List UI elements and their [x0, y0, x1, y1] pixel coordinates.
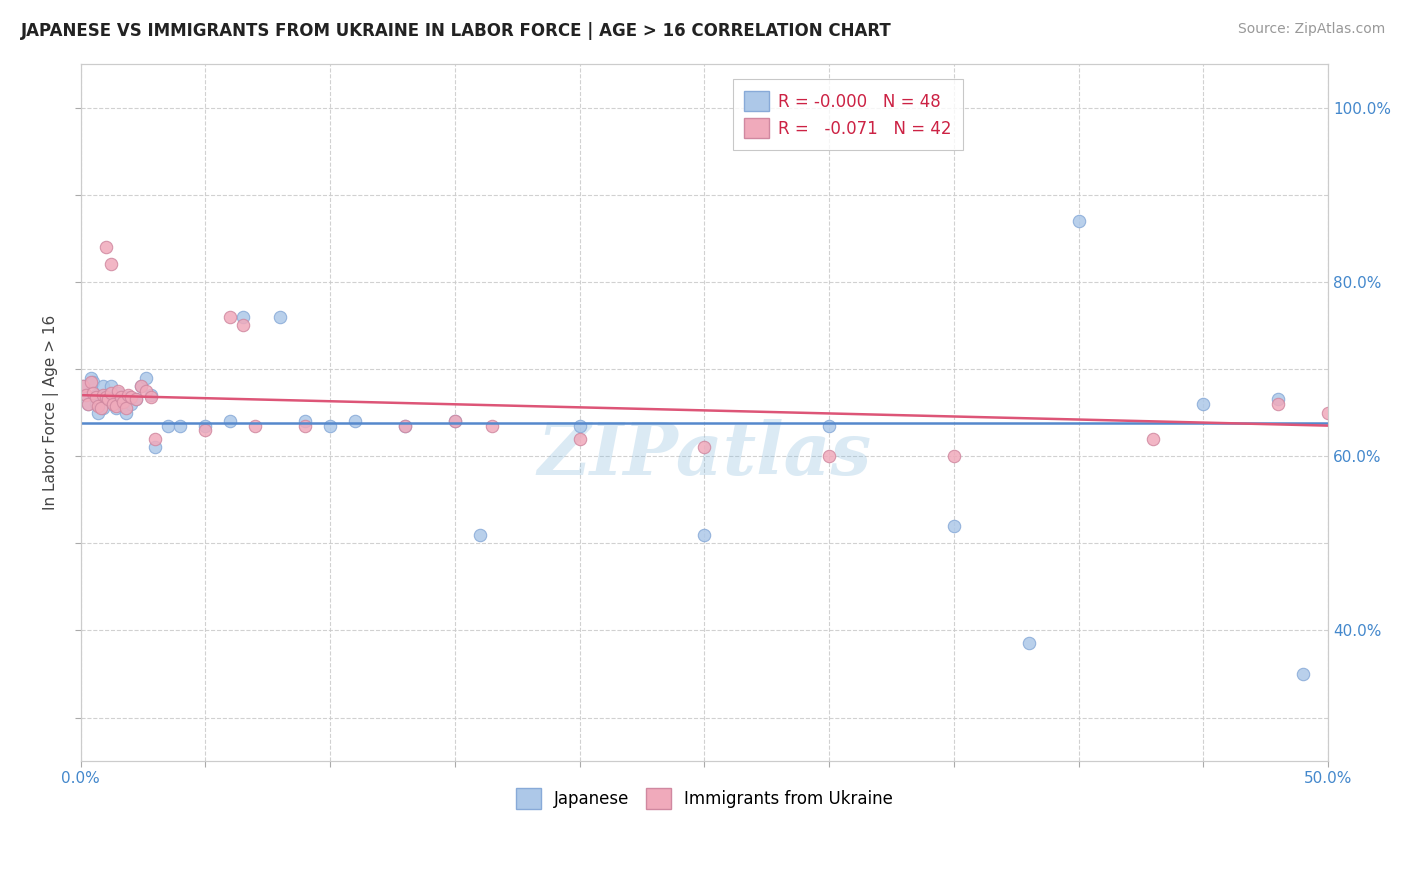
Point [1267, 397, 1289, 411]
Point [120, 397, 142, 411]
Point [120, 390, 142, 404]
Point [269, 310, 291, 324]
Point [77, 397, 100, 411]
Point [79, 375, 101, 389]
Point [90, 392, 112, 407]
Point [94, 390, 117, 404]
Point [568, 418, 591, 433]
Point [818, 418, 841, 433]
Point [91, 388, 114, 402]
Point [100, 386, 122, 401]
Point [117, 390, 139, 404]
Point [294, 418, 316, 433]
Point [1142, 432, 1164, 446]
Point [117, 388, 139, 402]
Point [75, 388, 97, 402]
Point [444, 414, 467, 428]
Point [124, 392, 146, 407]
Point [90, 401, 112, 416]
Point [110, 390, 132, 404]
Point [194, 418, 217, 433]
Point [394, 418, 416, 433]
Point [1018, 636, 1040, 650]
Point [219, 310, 242, 324]
Point [87, 406, 110, 420]
Point [344, 414, 367, 428]
Y-axis label: In Labor Force | Age > 16: In Labor Force | Age > 16 [44, 315, 59, 510]
Point [134, 370, 156, 384]
Point [114, 406, 136, 420]
Text: JAPANESE VS IMMIGRANTS FROM UKRAINE IN LABOR FORCE | AGE > 16 CORRELATION CHART: JAPANESE VS IMMIGRANTS FROM UKRAINE IN L… [21, 22, 891, 40]
Point [294, 414, 316, 428]
Point [394, 418, 416, 433]
Point [232, 310, 254, 324]
Point [1267, 392, 1289, 407]
Point [693, 527, 716, 541]
Point [134, 384, 156, 398]
Point [942, 519, 965, 533]
Point [156, 418, 179, 433]
Point [91, 379, 114, 393]
Point [139, 390, 162, 404]
Point [94, 388, 117, 402]
Point [94, 240, 117, 254]
Point [1192, 397, 1215, 411]
Point [97, 392, 120, 407]
Point [72, 379, 94, 393]
Point [72, 379, 94, 393]
Point [145, 441, 167, 455]
Point [107, 384, 129, 398]
Point [129, 379, 152, 393]
Point [1292, 667, 1315, 681]
Point [319, 418, 342, 433]
Point [1067, 214, 1090, 228]
Point [1317, 406, 1340, 420]
Point [101, 397, 124, 411]
Point [82, 375, 104, 389]
Point [84, 390, 107, 404]
Point [169, 418, 191, 433]
Point [77, 397, 100, 411]
Point [114, 401, 136, 416]
Point [942, 449, 965, 463]
Point [104, 399, 127, 413]
Point [568, 432, 591, 446]
Point [101, 397, 124, 411]
Point [87, 399, 110, 413]
Legend: Japanese, Immigrants from Ukraine: Japanese, Immigrants from Ukraine [509, 781, 900, 815]
Point [100, 257, 122, 271]
Point [97, 392, 120, 407]
Point [100, 379, 122, 393]
Point [145, 432, 167, 446]
Point [79, 370, 101, 384]
Point [112, 399, 135, 413]
Point [82, 386, 104, 401]
Point [219, 414, 242, 428]
Point [91, 401, 114, 416]
Point [75, 388, 97, 402]
Point [110, 390, 132, 404]
Point [481, 418, 503, 433]
Point [194, 423, 217, 437]
Point [124, 392, 146, 407]
Point [245, 418, 267, 433]
Point [107, 386, 129, 401]
Point [693, 441, 716, 455]
Text: ZIPatlas: ZIPatlas [537, 419, 872, 490]
Point [84, 397, 107, 411]
Text: Source: ZipAtlas.com: Source: ZipAtlas.com [1237, 22, 1385, 37]
Point [112, 395, 135, 409]
Point [84, 388, 107, 402]
Point [129, 379, 152, 393]
Point [818, 449, 841, 463]
Point [444, 414, 467, 428]
Point [468, 527, 491, 541]
Point [232, 318, 254, 333]
Point [139, 388, 162, 402]
Point [104, 401, 127, 416]
